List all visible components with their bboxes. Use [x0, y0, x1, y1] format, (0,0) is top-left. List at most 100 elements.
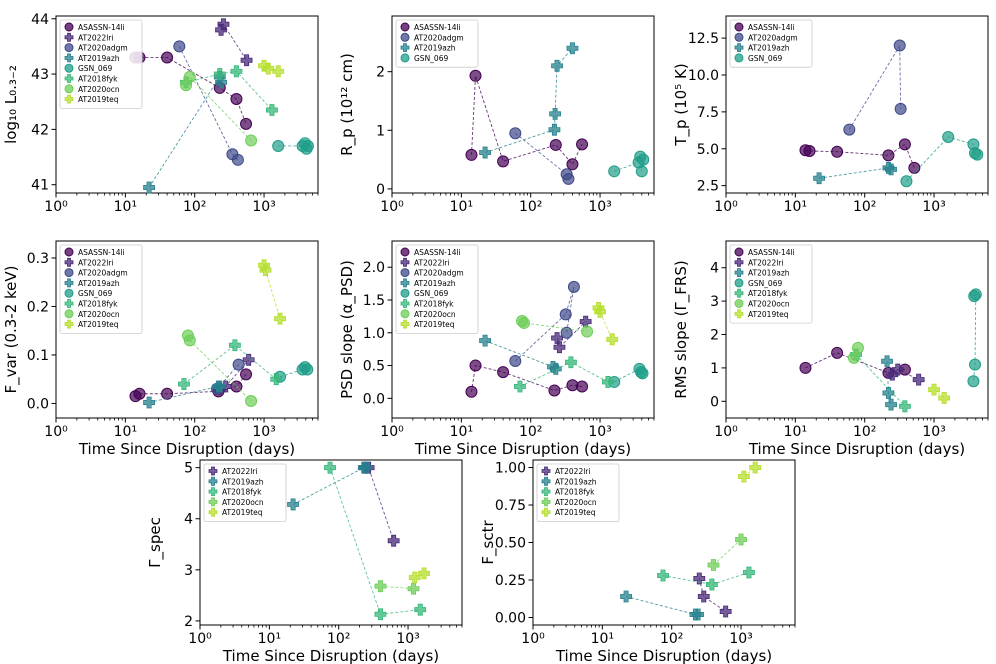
series-ASASSN-14li — [129, 51, 253, 130]
data-point — [738, 470, 750, 483]
data-point — [898, 138, 911, 151]
data-point — [183, 70, 196, 83]
x-tick-label: 10² — [853, 424, 876, 440]
data-point — [324, 461, 336, 474]
legend-box — [729, 19, 813, 68]
series-ASASSN-14li — [465, 359, 589, 398]
series-line — [698, 578, 726, 612]
data-point — [213, 380, 226, 393]
y-tick-label: 0 — [376, 182, 385, 198]
y-axis-label: F_var (0.3-2 keV) — [2, 265, 21, 393]
y-tick-label: 0.0 — [27, 396, 49, 412]
series-AT2018fyk — [180, 65, 278, 116]
data-point — [549, 138, 562, 151]
y-tick-label: 42 — [31, 122, 49, 138]
axes-frame — [725, 240, 989, 419]
data-point — [885, 163, 897, 176]
series-line — [819, 167, 892, 179]
series-line — [906, 136, 978, 182]
x-tick-label: 10³ — [252, 424, 275, 440]
data-point — [831, 145, 844, 158]
data-point — [514, 380, 526, 393]
data-point — [231, 153, 244, 166]
data-point — [541, 476, 551, 486]
legend-label: AT2022lri — [78, 33, 113, 42]
legend-label: GSN_069 — [748, 279, 782, 288]
legend-marker — [734, 22, 744, 32]
x-axis-label: Time Since Disruption (days) — [222, 647, 439, 664]
legend-label: AT2018fyk — [78, 75, 118, 84]
axes-frame — [391, 240, 655, 419]
legend-label: AT2020ocn — [78, 85, 120, 94]
series-AT2019teq — [408, 567, 430, 584]
y-tick-label: 2 — [376, 65, 385, 81]
legend-label: GSN_069 — [78, 289, 112, 298]
data-point — [560, 326, 573, 339]
data-point — [414, 603, 427, 616]
data-point — [549, 107, 562, 120]
x-axis-label: Time Since Disruption (days) — [414, 440, 631, 458]
data-point — [240, 54, 253, 67]
data-point — [831, 346, 844, 359]
data-point — [847, 351, 860, 364]
legend-label: AT2022lri — [555, 467, 590, 476]
legend-marker — [400, 288, 410, 298]
data-point — [64, 299, 74, 308]
legend-marker — [400, 22, 410, 32]
series-line — [484, 340, 557, 370]
legend-label: AT2020ocn — [414, 310, 456, 319]
y-tick-label: 2 — [710, 328, 719, 344]
legend-label: ASASSN-14li — [748, 23, 795, 32]
data-point — [407, 582, 420, 595]
data-point — [912, 373, 925, 386]
data-point — [497, 155, 510, 168]
series-line — [135, 374, 247, 397]
legend-label: AT2019azh — [748, 44, 790, 53]
data-point — [881, 355, 893, 368]
series-GSN_069 — [967, 288, 982, 388]
data-point — [938, 392, 951, 404]
data-point — [215, 76, 227, 89]
chart-Tp: 10⁰ 10¹ 10² 10³ 2.5 5.0 7.5 10.0 12.5 T_p (10⁵ K)… — [672, 15, 989, 215]
data-point — [743, 566, 755, 579]
legend-label: AT2018fyk — [555, 488, 595, 497]
data-point — [208, 476, 218, 486]
legend-marker — [64, 22, 74, 32]
data-point — [517, 316, 530, 329]
data-point — [719, 605, 732, 618]
x-tick-label: 10¹ — [784, 199, 807, 215]
series-line — [183, 344, 277, 385]
x-tick-label: 10⁰ — [44, 199, 68, 215]
y-tick-label: 0.0 — [363, 391, 385, 407]
y-tick-label: 1.5 — [363, 293, 385, 309]
series-AT2020adgm — [843, 39, 907, 136]
series-line — [521, 320, 588, 332]
legend-label: AT2019azh — [748, 269, 790, 278]
data-point — [735, 533, 747, 546]
y-tick-label: 5 — [184, 461, 193, 477]
data-point — [541, 466, 551, 476]
x-tick-label: 10² — [183, 424, 206, 440]
x-tick-label: 10³ — [922, 199, 945, 215]
series-line — [625, 596, 699, 615]
data-point — [287, 498, 299, 511]
data-point — [885, 398, 897, 411]
legend-label: GSN_069 — [748, 54, 782, 63]
data-point — [594, 305, 606, 318]
legend-box — [536, 463, 620, 522]
y-tick-label: 1.0 — [363, 326, 385, 342]
x-tick-label: 10³ — [729, 631, 752, 647]
data-point — [967, 375, 980, 388]
legend-label: AT2019teq — [414, 320, 455, 329]
data-point — [799, 361, 812, 374]
data-point — [64, 53, 74, 63]
series-AT2019azh — [881, 355, 897, 411]
data-point — [635, 165, 648, 178]
legend-marker — [64, 63, 74, 73]
series-AT2019teq — [738, 461, 762, 483]
legend-label: ASASSN-14li — [78, 23, 125, 32]
data-point — [374, 608, 387, 621]
y-axis-label: F_sctr — [479, 520, 498, 565]
